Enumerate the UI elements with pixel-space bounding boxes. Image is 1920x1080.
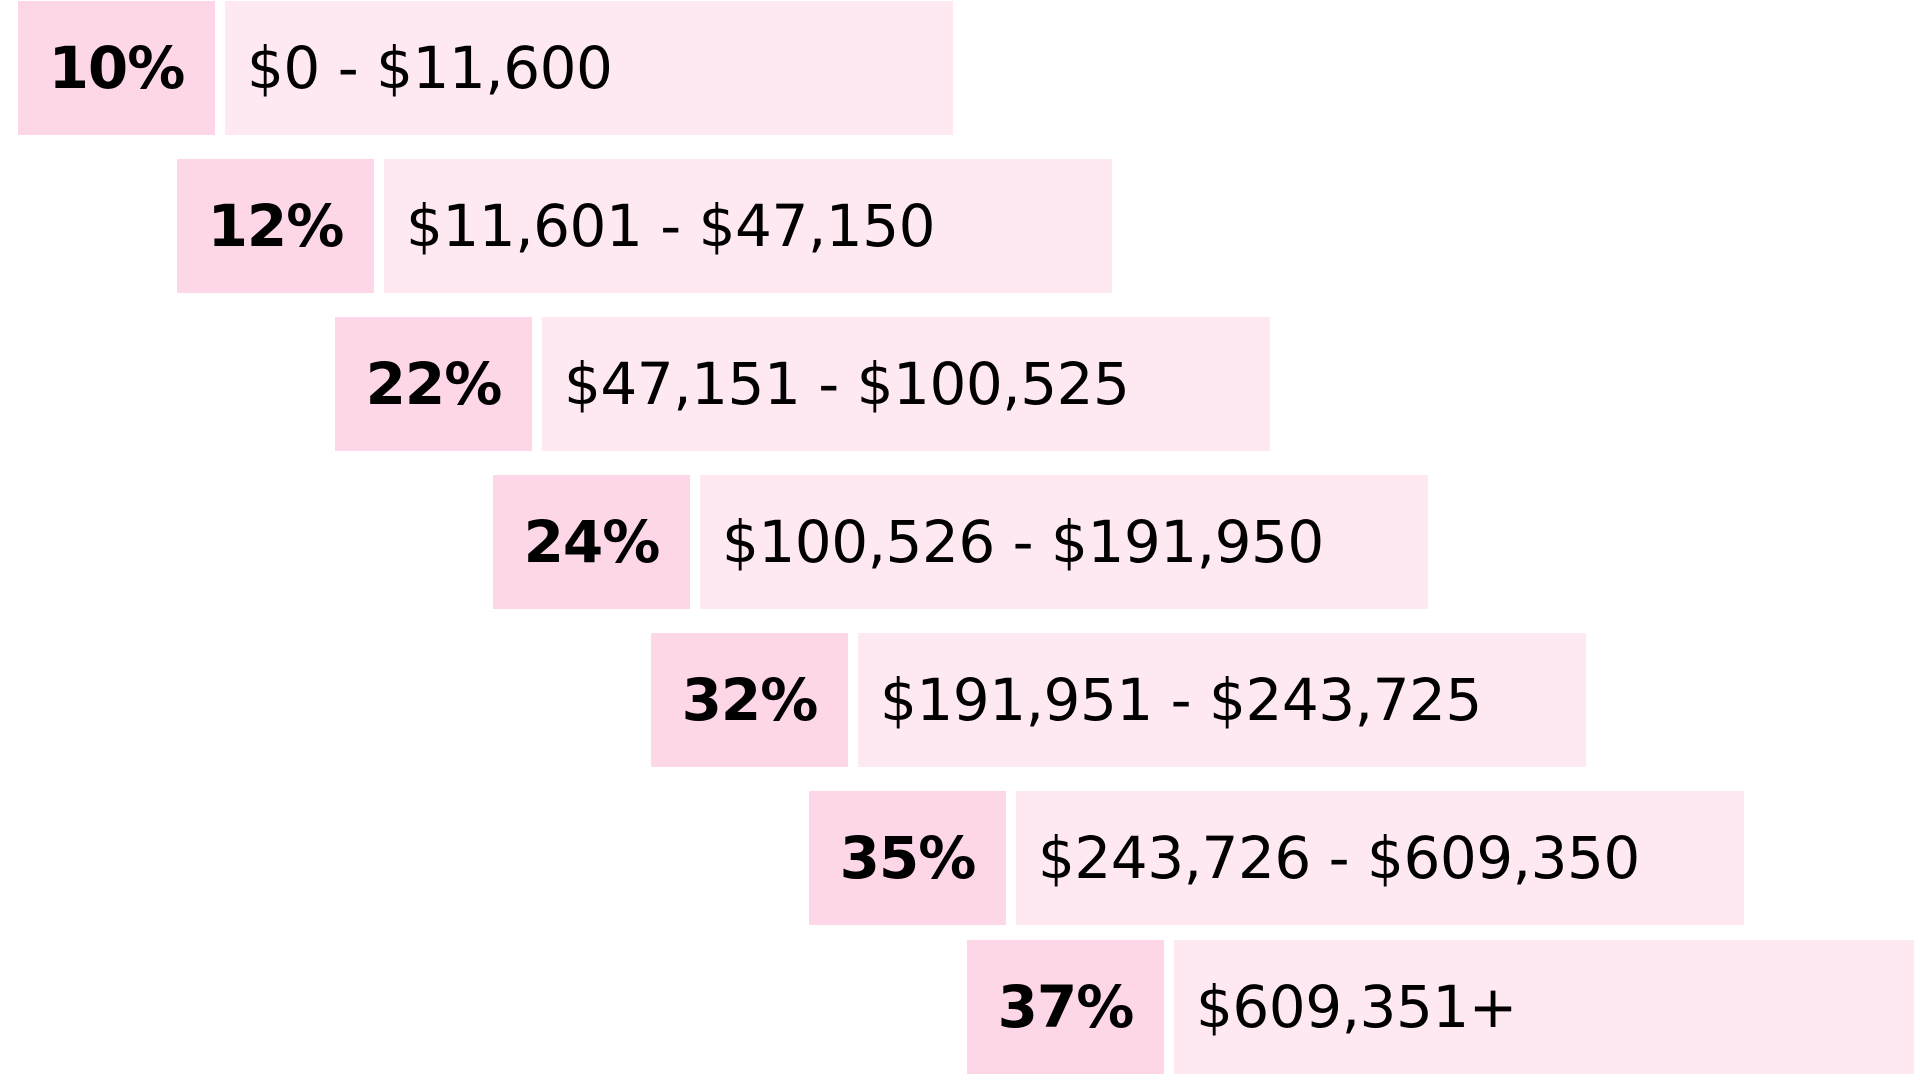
income-range-cell: $11,601 - $47,150 [384,159,1112,293]
rate-cell: 37% [967,940,1164,1074]
rate-cell: 32% [651,633,848,767]
rate-cell: 35% [809,791,1006,925]
rate-cell: 22% [335,317,532,451]
rate-cell: 12% [177,159,374,293]
income-range-cell: $0 - $11,600 [225,1,953,135]
rate-cell: 24% [493,475,690,609]
income-range-cell: $191,951 - $243,725 [858,633,1586,767]
income-range-cell: $100,526 - $191,950 [700,475,1428,609]
income-range-cell: $47,151 - $100,525 [542,317,1270,451]
income-range-cell: $609,351+ [1174,940,1914,1074]
rate-cell: 10% [18,1,215,135]
income-range-cell: $243,726 - $609,350 [1016,791,1744,925]
